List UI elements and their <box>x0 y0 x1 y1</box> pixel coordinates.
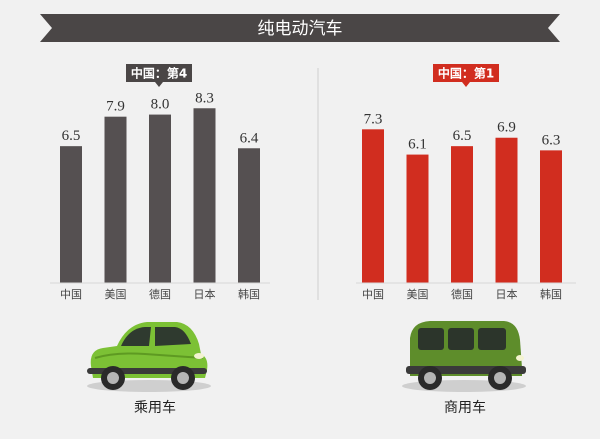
data-label-0-3: 8.3 <box>195 90 214 106</box>
data-label-1-3: 6.9 <box>497 120 516 136</box>
green-van-icon <box>402 321 526 392</box>
data-label-0-2: 8.0 <box>151 97 170 113</box>
data-label-0-0: 6.5 <box>62 128 81 144</box>
chart-title: 纯电动汽车 <box>258 19 343 39</box>
bar-group-commercial: 7.3 中国 6.1 美国 6.5 德国 6.9 日本 6.3 韩国 <box>362 111 562 301</box>
category-label-1-4: 韩国 <box>540 287 562 301</box>
bar-1-2 <box>451 146 473 283</box>
category-label-0-1: 美国 <box>105 288 127 301</box>
bar-0-3 <box>193 108 216 284</box>
bar-0-2 <box>149 114 171 283</box>
category-label-1-0: 中国 <box>362 288 384 301</box>
category-label-0-4: 韩国 <box>238 287 260 301</box>
rank-badge-commercial: 中国：第1 <box>433 64 499 87</box>
data-label-1-1: 6.1 <box>408 137 427 153</box>
bar-1-3 <box>495 137 518 283</box>
bar-0-0 <box>60 146 82 283</box>
rank-badge-passenger: 中国：第4 <box>126 64 192 87</box>
category-label-1-3: 日本 <box>496 287 518 301</box>
bar-1-4 <box>540 150 562 283</box>
vehicle-label-commercial: 商用车 <box>444 399 486 416</box>
badge-text: 中国：第4 <box>131 66 187 81</box>
title-banner: 纯电动汽车 <box>40 14 560 42</box>
category-label-0-2: 德国 <box>149 287 171 301</box>
category-label-0-0: 中国 <box>60 288 82 301</box>
passenger-car-panel: 中国：第4 6.5 中国 7.9 美国 8.0 德国 8.3 日本 6.4 韩国 乘用车 <box>50 64 270 416</box>
category-label-0-3: 日本 <box>194 287 216 301</box>
commercial-vehicle-panel: 中国：第1 7.3 中国 6.1 美国 6.5 德国 6.9 日本 6.3 韩国 商用车 <box>356 64 576 416</box>
data-label-0-4: 6.4 <box>240 130 259 146</box>
badge-text: 中国：第1 <box>438 66 494 81</box>
bar-1-0 <box>362 129 384 283</box>
bar-0-4 <box>238 148 260 283</box>
bar-0-1 <box>104 116 127 284</box>
category-label-1-2: 德国 <box>451 287 473 301</box>
data-label-0-1: 7.9 <box>106 99 125 115</box>
data-label-1-0: 7.3 <box>364 111 383 127</box>
data-label-1-2: 6.5 <box>453 128 472 144</box>
category-label-1-1: 美国 <box>407 288 429 301</box>
green-compact-car-icon <box>87 322 211 392</box>
bar-group-passenger: 6.5 中国 7.9 美国 8.0 德国 8.3 日本 6.4 韩国 <box>60 90 260 301</box>
bar-1-1 <box>406 154 429 283</box>
data-label-1-4: 6.3 <box>542 132 561 148</box>
vehicle-label-passenger: 乘用车 <box>134 399 176 416</box>
